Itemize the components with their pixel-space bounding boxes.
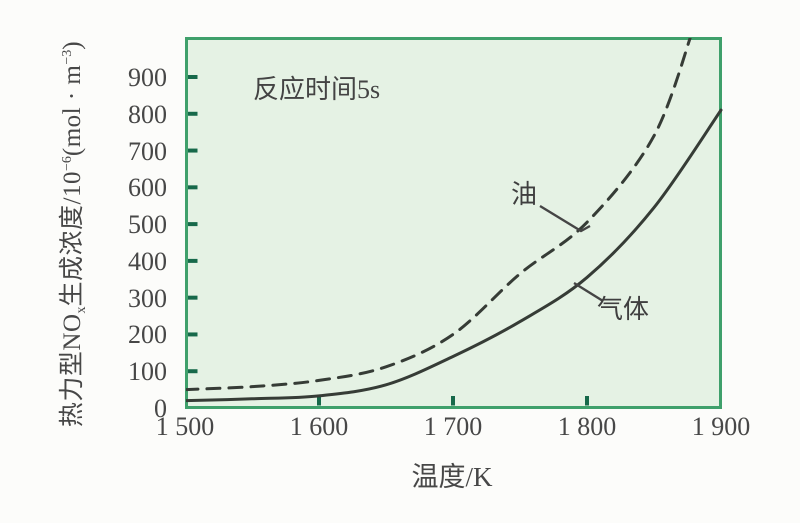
series-label-gas: 气体	[597, 295, 650, 324]
series-label-oil: 油	[511, 180, 538, 209]
y-tick-label: 300	[128, 283, 167, 313]
x-tick-label: 1 600	[289, 412, 349, 441]
y-tick-label: 500	[128, 210, 167, 240]
axis-tick-marks	[188, 75, 589, 406]
plot-background	[185, 37, 722, 409]
nox-subscript: x	[74, 306, 89, 314]
oil-label-leader-line	[539, 204, 591, 233]
x-tick-label: 1 800	[557, 412, 617, 441]
y-tick-label: 900	[128, 63, 167, 92]
y-axis-title-part: 热力型NO	[59, 313, 86, 428]
x-axis-title: 温度/K	[411, 462, 493, 492]
gas-label-leader-line	[573, 281, 604, 303]
x-tick-label: 1 900	[691, 412, 751, 441]
y-tick-label: 400	[128, 246, 167, 276]
y-axis-title-part: 生成浓度/10	[59, 171, 86, 307]
exponent-minus6: −6	[60, 156, 75, 172]
oil-curve	[186, 38, 692, 392]
x-tick-label: 1 700	[423, 412, 483, 441]
y-tick-label: 0	[154, 394, 167, 423]
gas-curve	[186, 108, 723, 403]
y-tick-label: 100	[128, 357, 167, 387]
y-axis-title-part: (mol · m	[59, 64, 86, 157]
reaction-time-annotation: 反应时间5s	[253, 75, 381, 104]
y-tick-label: 200	[128, 320, 167, 350]
y-axis-title: 热力型NOx生成浓度/10−6(mol · m−3)	[52, 41, 90, 427]
y-axis-title-part: )	[59, 40, 86, 50]
exponent-minus3: −3	[60, 49, 75, 65]
x-tick-label: 1 500	[155, 412, 215, 441]
y-tick-label: 800	[128, 99, 167, 129]
y-tick-label: 600	[128, 173, 167, 203]
data-curves	[186, 38, 723, 403]
y-tick-label: 700	[128, 136, 167, 166]
label-leader-lines	[539, 204, 604, 303]
